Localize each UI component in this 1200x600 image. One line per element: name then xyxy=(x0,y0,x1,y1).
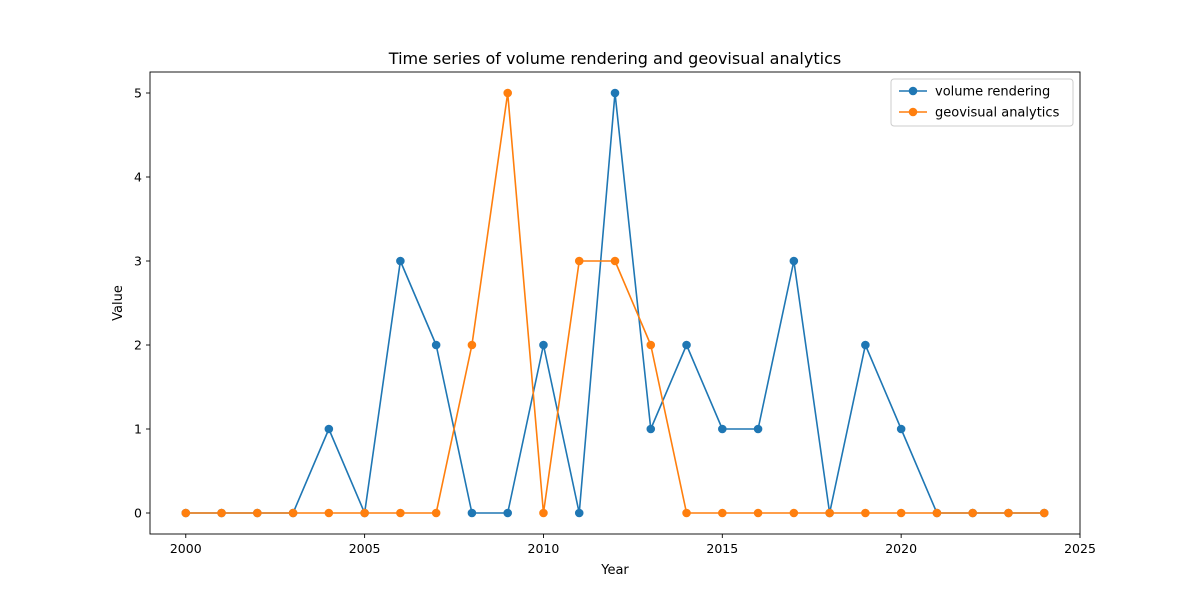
y-tick-label-0: 0 xyxy=(134,506,142,521)
data-point-1-14 xyxy=(682,508,691,518)
data-point-0-4 xyxy=(324,424,334,434)
data-point-1-2 xyxy=(253,508,262,518)
data-point-1-8 xyxy=(467,340,477,350)
series-line-0 xyxy=(185,92,1045,514)
x-tick-label-4: 2020 xyxy=(885,541,917,556)
x-tick-label-2: 2010 xyxy=(528,541,560,556)
y-tick-label-5: 5 xyxy=(134,86,142,101)
x-axis-label: Year xyxy=(600,563,629,578)
y-tick-label-4: 4 xyxy=(134,170,142,185)
legend-label-1: geovisual analytics xyxy=(935,106,1060,121)
data-point-0-15 xyxy=(718,424,727,434)
data-point-0-9 xyxy=(503,508,512,518)
data-point-1-24 xyxy=(1039,508,1049,518)
chart-title: Time series of volume rendering and geov… xyxy=(388,49,841,68)
legend-marker-1 xyxy=(908,107,918,117)
legend-box xyxy=(890,78,1074,127)
data-point-1-10 xyxy=(539,508,548,518)
data-point-1-5 xyxy=(360,508,369,518)
x-tick-label-1: 2005 xyxy=(349,541,381,556)
data-point-1-20 xyxy=(896,508,906,518)
data-point-0-19 xyxy=(861,340,870,350)
data-point-1-6 xyxy=(396,508,405,518)
data-point-0-17 xyxy=(789,256,799,266)
data-point-1-3 xyxy=(288,508,298,518)
y-tick-label-2: 2 xyxy=(134,338,142,353)
x-tick-label-0: 2000 xyxy=(170,541,202,556)
data-point-0-16 xyxy=(753,424,763,434)
data-point-0-13 xyxy=(646,424,656,434)
data-point-1-18 xyxy=(825,508,834,518)
data-point-1-16 xyxy=(753,508,763,518)
data-point-0-11 xyxy=(574,508,584,518)
y-tick-label-3: 3 xyxy=(134,254,142,269)
data-point-1-12 xyxy=(610,256,620,266)
data-point-1-15 xyxy=(718,508,727,518)
legend: volume rendering geovisual analytics xyxy=(890,78,1074,127)
data-point-0-14 xyxy=(682,340,691,350)
data-point-0-8 xyxy=(467,508,477,518)
x-tick-label-5: 2025 xyxy=(1064,541,1096,556)
plot-area: 2000 2005 2010 2015 2020 2025 0 1 2 3 4 5 xyxy=(134,71,1096,556)
data-point-1-19 xyxy=(861,508,870,518)
data-point-1-21 xyxy=(932,508,942,518)
y-axis-label: Value xyxy=(111,285,126,321)
series-line-1 xyxy=(185,92,1045,514)
data-point-1-13 xyxy=(646,340,656,350)
plot-frame xyxy=(149,71,1081,535)
data-point-1-1 xyxy=(217,508,226,518)
data-point-0-10 xyxy=(539,340,548,350)
legend-marker-0 xyxy=(908,86,918,96)
legend-label-0: volume rendering xyxy=(935,85,1050,100)
x-tick-label-3: 2015 xyxy=(706,541,738,556)
data-point-0-7 xyxy=(431,340,441,350)
data-point-1-23 xyxy=(1004,508,1013,518)
data-point-0-6 xyxy=(396,256,405,266)
data-point-0-12 xyxy=(610,88,620,98)
data-point-1-7 xyxy=(431,508,441,518)
data-point-1-0 xyxy=(181,508,191,518)
data-point-1-4 xyxy=(324,508,334,518)
data-point-1-11 xyxy=(574,256,584,266)
data-point-1-9 xyxy=(503,88,512,98)
data-point-0-20 xyxy=(896,424,906,434)
y-tick-label-1: 1 xyxy=(134,422,142,437)
data-point-1-22 xyxy=(968,508,977,518)
data-point-1-17 xyxy=(789,508,799,518)
